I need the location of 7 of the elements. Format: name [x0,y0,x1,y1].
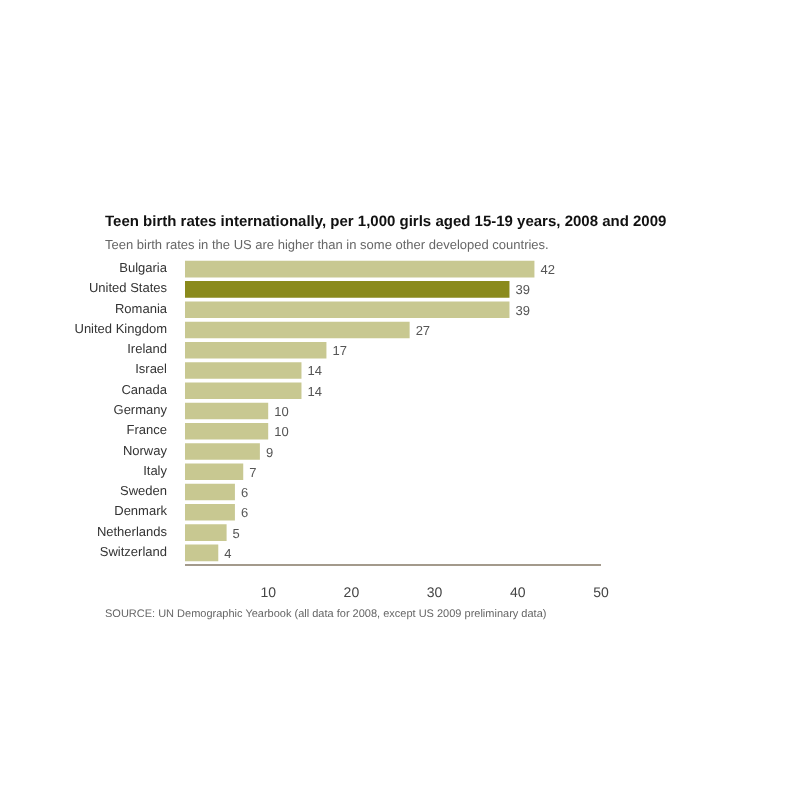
bar [185,281,510,298]
bar [185,260,535,278]
bar [185,483,235,501]
bar [185,301,510,318]
bar [185,321,410,339]
bar [185,544,219,562]
bar [185,402,269,420]
